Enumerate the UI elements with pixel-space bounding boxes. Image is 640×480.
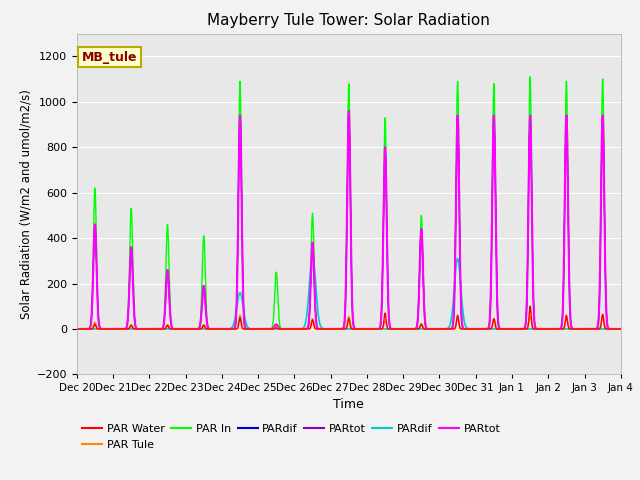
Line: PAR In: PAR In — [77, 77, 621, 329]
PARdif — [617, 326, 625, 332]
PARtot — [412, 326, 419, 332]
PAR Water — [412, 326, 419, 332]
PARtot — [412, 326, 419, 332]
PAR Tule — [617, 326, 625, 332]
Line: PARdif: PARdif — [77, 256, 621, 329]
Title: Mayberry Tule Tower: Solar Radiation: Mayberry Tule Tower: Solar Radiation — [207, 13, 490, 28]
PAR Tule — [412, 326, 419, 332]
PARtot — [73, 326, 81, 332]
PARdif — [617, 326, 625, 332]
PARtot — [617, 326, 625, 332]
PAR Water — [402, 326, 410, 332]
PAR Water — [565, 326, 573, 332]
Line: PAR Water: PAR Water — [77, 306, 621, 329]
PARtot — [617, 326, 625, 332]
PAR Water — [73, 326, 81, 332]
PAR Tule — [402, 326, 410, 332]
PAR Water — [617, 326, 625, 332]
PARtot — [189, 326, 197, 332]
PARtot — [345, 108, 353, 114]
PAR In — [402, 326, 410, 332]
PARtot — [617, 326, 625, 332]
PARtot — [402, 326, 410, 332]
PARdif — [308, 253, 316, 259]
PAR Water — [225, 326, 232, 332]
PARtot — [345, 108, 353, 114]
Y-axis label: Solar Radiation (W/m2 and umol/m2/s): Solar Radiation (W/m2 and umol/m2/s) — [19, 89, 33, 319]
PARtot — [189, 326, 197, 332]
PAR Tule — [189, 326, 197, 332]
PARdif — [565, 326, 573, 332]
PARdif — [345, 108, 353, 114]
PAR Water — [526, 303, 534, 309]
PARtot — [291, 326, 298, 332]
PAR In — [412, 326, 419, 332]
PARtot — [566, 286, 573, 291]
PAR In — [526, 74, 534, 80]
Legend: PAR Water, PAR Tule, PAR In, PARdif, PARtot, PARdif, PARtot: PAR Water, PAR Tule, PAR In, PARdif, PAR… — [83, 424, 500, 450]
PARdif — [189, 326, 197, 332]
PAR In — [73, 326, 81, 332]
PAR In — [617, 326, 625, 332]
PARtot — [617, 326, 625, 332]
PAR In — [617, 326, 625, 332]
PAR Tule — [617, 326, 625, 332]
PAR Tule — [236, 312, 244, 318]
Line: PARtot: PARtot — [77, 111, 621, 329]
PARdif — [402, 326, 410, 332]
PAR In — [565, 283, 573, 289]
PARdif — [412, 326, 419, 332]
PARtot — [225, 326, 232, 332]
PARdif — [566, 286, 573, 291]
PAR Tule — [73, 326, 81, 332]
Line: PARdif: PARdif — [77, 111, 621, 329]
PARdif — [402, 326, 410, 332]
PARdif — [73, 326, 81, 332]
PARtot — [73, 326, 81, 332]
PARtot — [225, 326, 232, 332]
PAR In — [225, 326, 232, 332]
PAR Water — [617, 326, 625, 332]
Line: PAR Tule: PAR Tule — [77, 315, 621, 329]
PAR In — [189, 326, 197, 332]
PARdif — [225, 326, 232, 332]
PARtot — [402, 326, 410, 332]
Text: MB_tule: MB_tule — [82, 51, 138, 64]
PARdif — [617, 326, 625, 332]
PARdif — [617, 326, 625, 332]
PARdif — [412, 326, 419, 332]
PARtot — [291, 326, 298, 332]
PAR Tule — [565, 325, 573, 331]
PARdif — [225, 326, 232, 332]
PARdif — [73, 326, 81, 332]
Line: PARtot: PARtot — [77, 111, 621, 329]
PAR Tule — [225, 326, 232, 332]
PARdif — [189, 326, 197, 332]
PARdif — [291, 326, 298, 332]
PAR Water — [189, 326, 197, 332]
X-axis label: Time: Time — [333, 397, 364, 410]
PARtot — [566, 286, 573, 291]
